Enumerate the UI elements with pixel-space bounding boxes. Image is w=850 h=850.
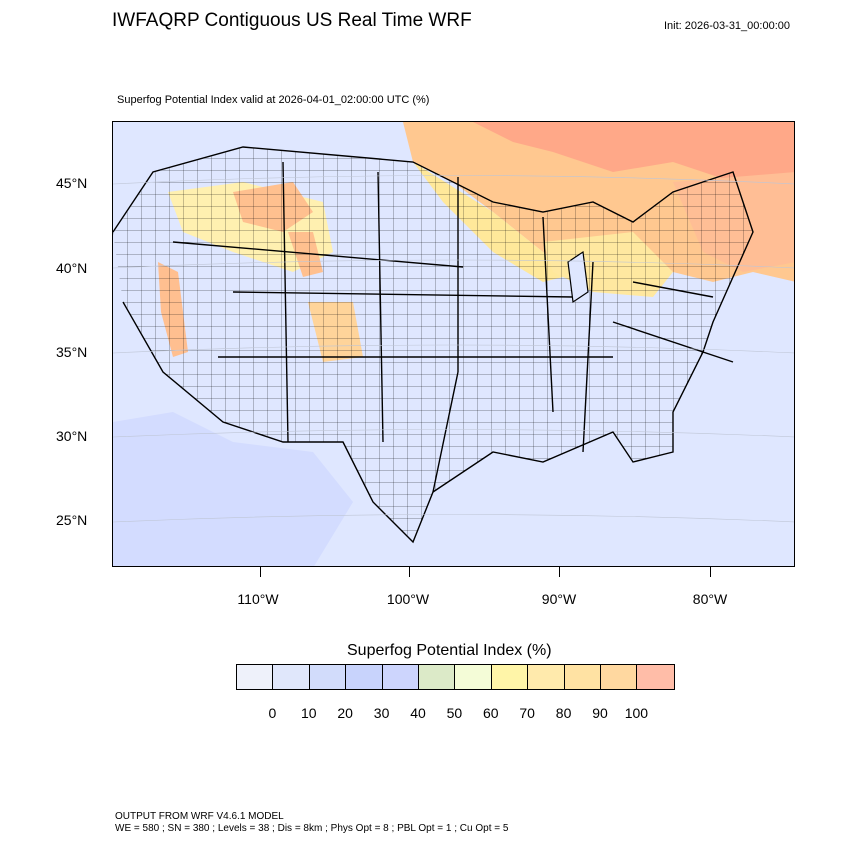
colorbar-tick-label: 70 [519,705,535,721]
colorbar-swatch [382,665,419,689]
colorbar-swatch [346,665,383,689]
colorbar-swatch [237,665,274,689]
lon-label-80: 80°W [692,591,728,607]
lat-label-45: 45°N [56,175,88,191]
colorbar-tick-label: 100 [624,705,649,721]
lat-label-40: 40°N [56,260,88,276]
lat-label-25: 25°N [56,512,88,528]
lon-tick-110 [260,567,261,577]
canada-peak-field [473,122,794,192]
map-panel [112,121,795,567]
lon-tick-80 [710,567,711,577]
colorbar-swatch [309,665,347,689]
colorbar-tick-label: 20 [337,705,353,721]
lon-label-100: 100°W [386,591,430,607]
lon-label-90: 90°W [541,591,577,607]
colorbar-swatch [273,665,310,689]
colorbar-tick-label: 0 [268,705,277,721]
colorbar-tick-label: 40 [410,705,426,721]
colorbar-swatch [455,665,492,689]
colorbar-swatch [600,665,638,689]
model-info: OUTPUT FROM WRF V4.6.1 MODEL [115,811,284,822]
colorbar-tick-label: 10 [301,705,317,721]
colorbar-tick-label: 80 [555,705,572,721]
lat-label-35: 35°N [56,344,88,360]
lake-michigan [567,250,589,304]
mexico-field [113,412,353,566]
field-description: Superfog Potential Index valid at 2026-0… [117,94,430,106]
lon-tick-100 [409,567,410,577]
colorbar-tick-label: 60 [483,705,499,721]
graticule [113,175,794,523]
lon-tick-90 [559,567,560,577]
colorbar-swatch [564,665,601,689]
state-boundaries [113,146,754,544]
map-canvas [113,122,794,566]
colorbar-tick-label: 50 [446,705,463,721]
init-time: Init: 2026-03-31_00:00:00 [664,20,790,32]
colorbar [236,664,675,690]
lat-label-30: 30°N [56,428,88,444]
colorbar-tick-label: 90 [592,705,608,721]
colorbar-title: Superfog Potential Index (%) [347,642,552,659]
colorbar-swatch [418,665,456,689]
colorbar-tick-label: 30 [373,705,390,721]
model-config: WE = 580 ; SN = 380 ; Levels = 38 ; Dis … [115,823,509,834]
lon-label-110: 110°W [237,591,279,607]
county-lines [113,147,753,542]
colorbar-swatch [637,665,674,689]
colorbar-swatch [528,665,565,689]
plot-title: IWFAQRP Contiguous US Real Time WRF [112,10,472,31]
colorbar-swatch [491,665,529,689]
